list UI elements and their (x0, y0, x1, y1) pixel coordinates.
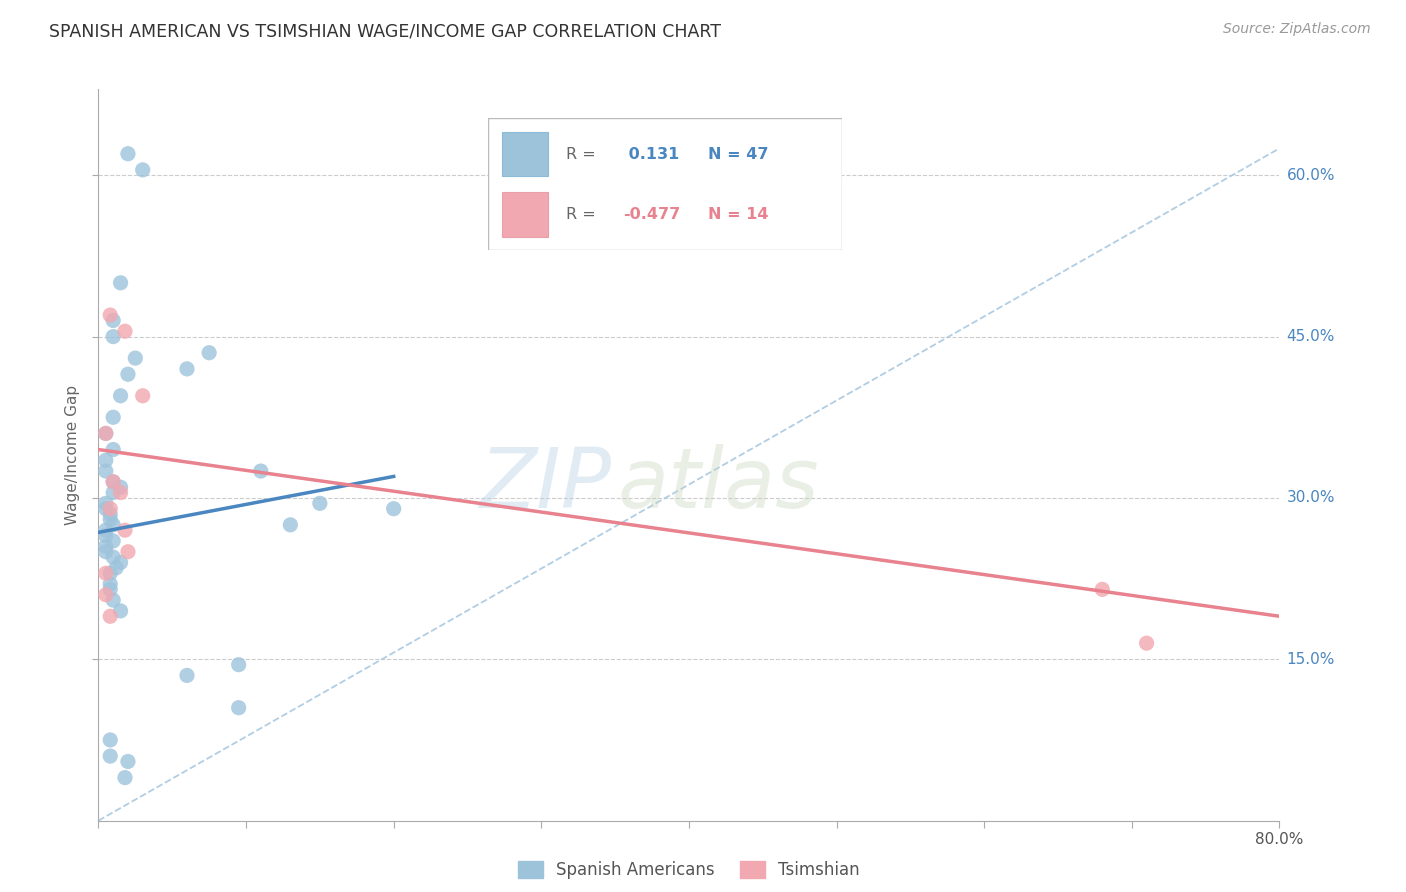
Legend: Spanish Americans, Tsimshian: Spanish Americans, Tsimshian (512, 854, 866, 886)
Point (94, 539, 117, 553)
Point (98, 577, 121, 591)
Point (94, 545, 117, 559)
Point (110, 389, 132, 403)
Text: SPANISH AMERICAN VS TSIMSHIAN WAGE/INCOME GAP CORRELATION CHART: SPANISH AMERICAN VS TSIMSHIAN WAGE/INCOM… (49, 22, 721, 40)
Point (94, 453, 117, 467)
Point (103, 485, 125, 500)
Point (103, 313, 125, 327)
Point (94, 566, 117, 581)
Text: 30.0%: 30.0% (1286, 491, 1334, 506)
Point (132, 162, 155, 177)
Y-axis label: Wage/Income Gap: Wage/Income Gap (65, 384, 80, 525)
Point (94, 588, 117, 602)
Point (110, 480, 132, 494)
Point (103, 329, 125, 343)
Point (110, 485, 132, 500)
Point (110, 276, 132, 290)
Point (98, 308, 121, 322)
Point (114, 523, 136, 537)
Point (94, 464, 117, 478)
Point (198, 345, 221, 359)
Point (103, 517, 125, 532)
Point (98, 512, 121, 526)
Point (105, 561, 128, 575)
Point (114, 324, 136, 338)
Point (94, 426, 117, 441)
Point (103, 475, 125, 489)
Point (98, 733, 121, 747)
Text: 60.0%: 60.0% (1286, 168, 1334, 183)
Point (103, 593, 125, 607)
Point (117, 368, 139, 382)
Point (117, 545, 139, 559)
Point (114, 771, 136, 785)
Point (94, 501, 117, 516)
Point (94, 528, 117, 542)
Point (94, 496, 117, 510)
Point (98, 749, 121, 764)
Point (124, 351, 146, 365)
Point (1135, 636, 1157, 650)
Point (117, 146, 139, 161)
Text: atlas: atlas (619, 443, 820, 524)
Text: ZIP: ZIP (481, 443, 612, 524)
Point (103, 442, 125, 457)
Point (103, 410, 125, 425)
Point (110, 604, 132, 618)
Point (98, 582, 121, 597)
Text: Source: ZipAtlas.com: Source: ZipAtlas.com (1223, 22, 1371, 37)
Point (176, 362, 198, 376)
Point (228, 700, 250, 714)
Point (98, 507, 121, 521)
Point (98, 609, 121, 624)
Point (103, 475, 125, 489)
Point (103, 533, 125, 548)
Point (382, 501, 405, 516)
Point (110, 556, 132, 570)
Point (176, 668, 198, 682)
Point (98, 501, 121, 516)
Text: 45.0%: 45.0% (1286, 329, 1334, 344)
Point (309, 496, 332, 510)
Point (228, 657, 250, 672)
Point (117, 755, 139, 769)
Point (98, 566, 121, 581)
Point (94, 426, 117, 441)
Point (132, 389, 155, 403)
Point (278, 517, 302, 532)
Point (250, 464, 273, 478)
Point (94, 523, 117, 537)
Point (1091, 582, 1114, 597)
Text: 15.0%: 15.0% (1286, 652, 1334, 667)
Point (103, 550, 125, 565)
